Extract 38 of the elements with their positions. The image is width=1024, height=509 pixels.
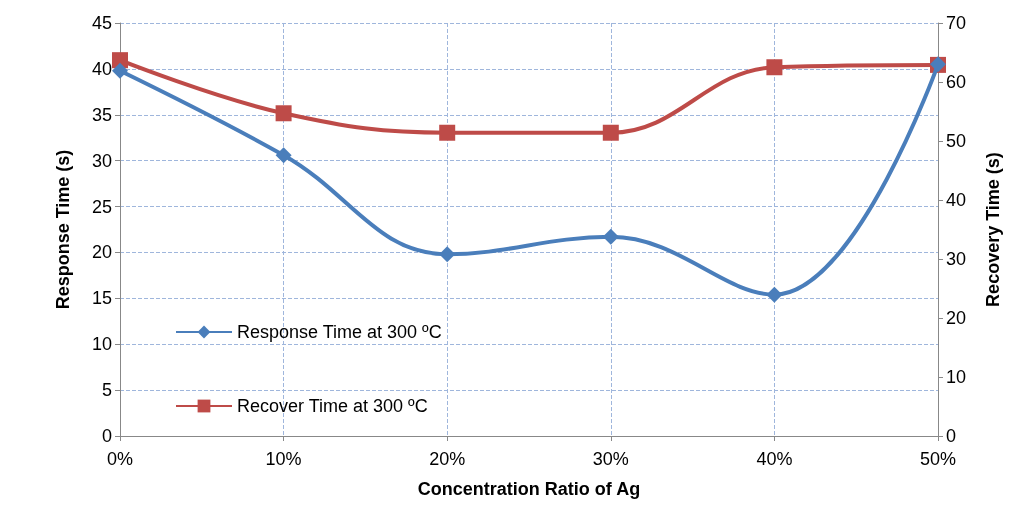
point: [112, 62, 128, 79]
point: [439, 246, 456, 263]
point: [275, 105, 292, 122]
y-tick-label: 25: [91, 196, 112, 217]
y2-tick-label: 40: [946, 190, 967, 210]
y2-tick-label: 10: [946, 367, 967, 387]
y2-axis-title: Recovery Time (s): [983, 152, 1003, 307]
x-tick-label: 40%: [756, 449, 793, 469]
point: [275, 147, 292, 164]
y-tick-label: 20: [91, 242, 112, 263]
y-axis-title: Response Time (s): [53, 149, 73, 310]
x-tick-label: 0%: [106, 449, 134, 469]
y-tick-label: 5: [101, 380, 112, 401]
y-tick-label: 0: [101, 426, 112, 446]
y-tick-label: 45: [91, 13, 112, 33]
point: [602, 228, 619, 245]
y2-tick-label: 50: [946, 131, 967, 151]
y-tick-label: 15: [91, 288, 112, 309]
y-tick-label: 30: [91, 150, 112, 171]
y2-tick-label: 70: [946, 13, 967, 33]
x-axis-title: Concentration Ratio of Ag: [417, 479, 641, 499]
y2-tick-label: 20: [946, 308, 967, 328]
point: [439, 124, 456, 141]
x-tick-label: 10%: [265, 449, 302, 469]
x-tick-label: 50%: [919, 449, 957, 469]
y2-tick-label: 60: [946, 72, 967, 92]
legend-label: Recover Time at 300 ºC: [237, 396, 428, 416]
y-tick-label: 10: [91, 334, 112, 355]
legend-label: Response Time at 300 ºC: [237, 322, 442, 342]
y2-tick-label: 0: [946, 426, 957, 446]
point: [766, 59, 783, 76]
x-tick-label: 20%: [429, 449, 466, 469]
x-tick-label: 30%: [592, 449, 629, 469]
point: [766, 286, 783, 303]
y-tick-label: 35: [91, 104, 112, 125]
y2-tick-label: 30: [946, 249, 967, 269]
y-tick-label: 40: [91, 58, 112, 79]
point: [602, 124, 619, 141]
